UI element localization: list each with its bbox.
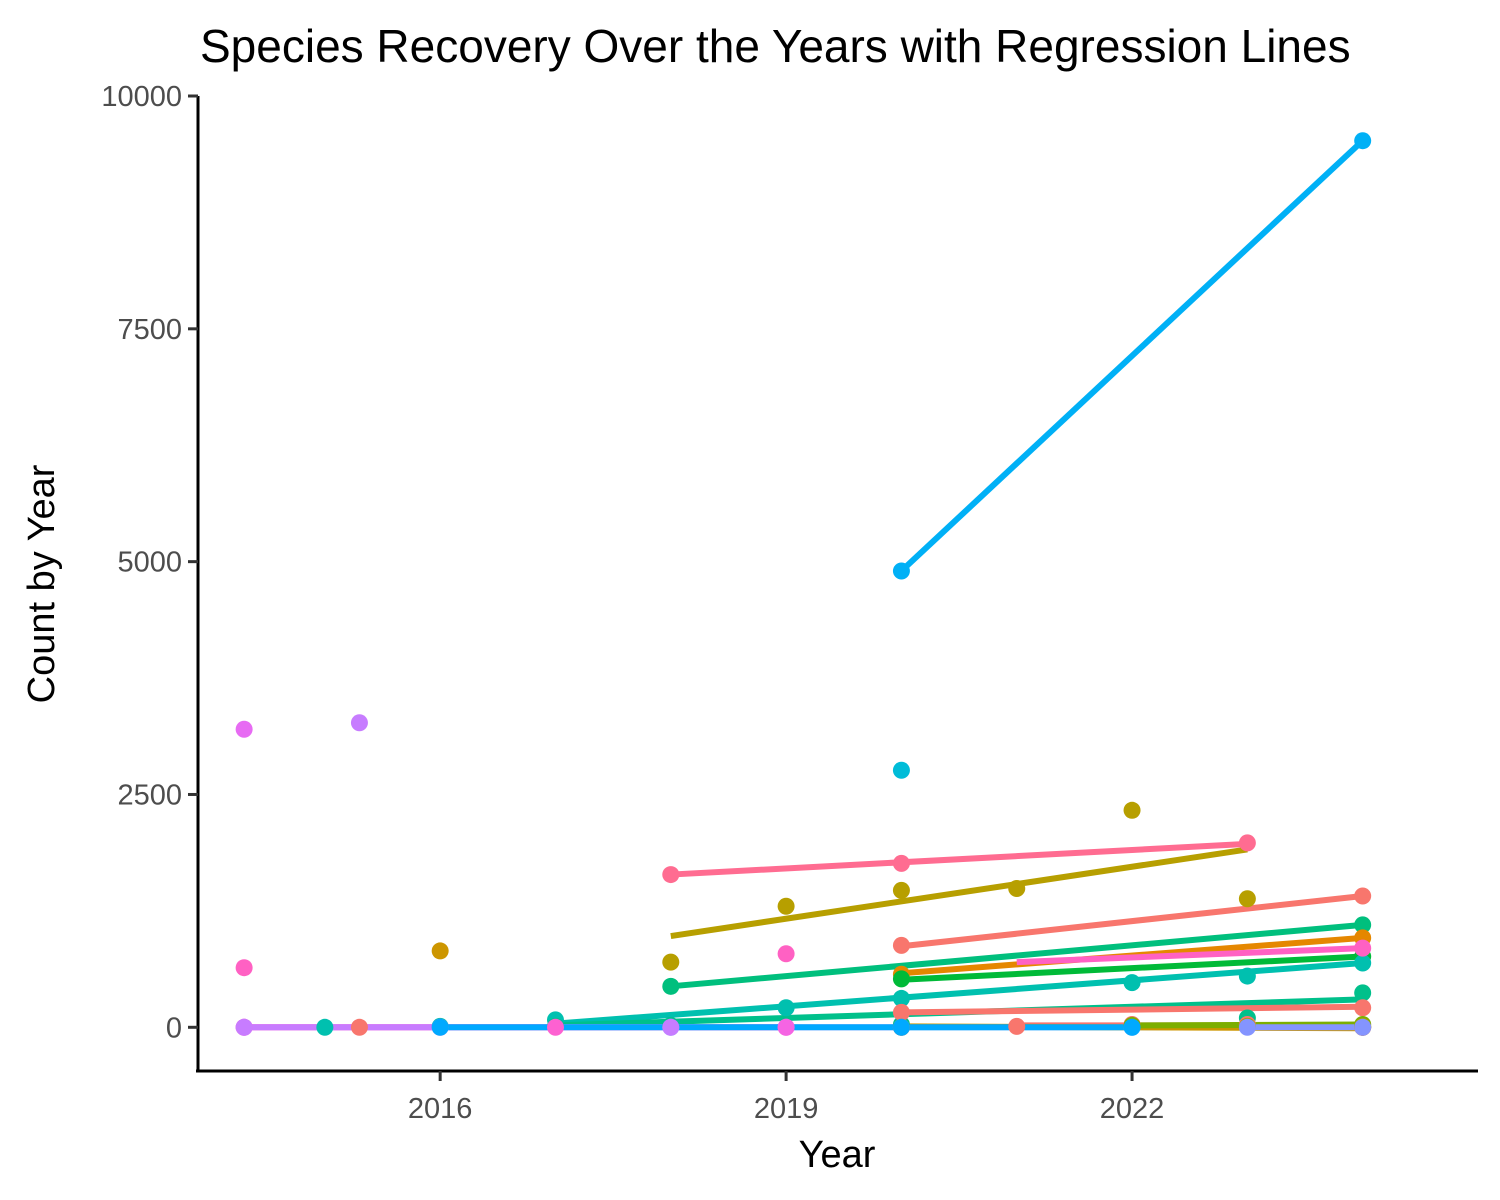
plot-area (235, 132, 1372, 1036)
regression-line (899, 138, 1365, 574)
data-point (777, 1018, 795, 1036)
data-point (892, 562, 910, 580)
x-tick-label: 2019 (754, 1093, 819, 1125)
data-point (1238, 834, 1256, 852)
regression-line (901, 893, 1364, 950)
data-point (431, 942, 449, 960)
regression-line (670, 840, 1248, 878)
chart-title: Species Recovery Over the Years with Reg… (200, 20, 1351, 72)
y-tick-label: 7500 (117, 314, 182, 346)
data-point (235, 959, 253, 977)
y-tick-label: 2500 (117, 779, 182, 811)
y-tick-label: 0 (166, 1012, 182, 1044)
data-point (1008, 1017, 1026, 1035)
data-point (1354, 954, 1372, 972)
data-point (892, 936, 910, 954)
data-point (316, 1018, 334, 1036)
regression-line (670, 846, 1248, 939)
data-point (1354, 984, 1372, 1002)
data-point (892, 989, 910, 1007)
data-point (662, 1018, 680, 1036)
regression-line (1016, 945, 1363, 966)
data-point (892, 1018, 910, 1036)
data-point (235, 720, 253, 738)
x-tick-label: 2022 (1100, 1093, 1165, 1125)
data-point (1354, 887, 1372, 905)
data-point (892, 1003, 910, 1021)
data-point (892, 881, 910, 899)
data-point (777, 945, 795, 963)
data-point (1123, 801, 1141, 819)
data-point (662, 866, 680, 884)
regression-line (670, 921, 1363, 990)
data-point (892, 761, 910, 779)
data-point (1123, 974, 1141, 992)
data-point (777, 897, 795, 915)
data-point (892, 854, 910, 872)
regression-line (555, 960, 1363, 1027)
x-tick-label: 2016 (408, 1093, 473, 1125)
regression-line (901, 1003, 1363, 1016)
data-point (1354, 939, 1372, 957)
x-axis-label: Year (799, 1134, 876, 1176)
data-point (350, 1018, 368, 1036)
data-point (1354, 132, 1372, 150)
data-point (662, 977, 680, 995)
data-point (235, 1018, 253, 1036)
data-point (546, 1018, 564, 1036)
x-axis-ticks: 2016 2019 2022 (408, 1071, 1164, 1125)
data-point (1238, 1018, 1256, 1036)
data-point (1354, 999, 1372, 1017)
y-tick-label: 5000 (117, 547, 182, 579)
y-tick-label: 10000 (101, 81, 182, 113)
data-point (431, 1018, 449, 1036)
data-point (892, 970, 910, 988)
data-point (662, 953, 680, 971)
data-point (1354, 916, 1372, 934)
data-point (777, 999, 795, 1017)
data-point (1238, 967, 1256, 985)
data-point (1238, 890, 1256, 908)
y-axis-ticks: 0 2500 5000 7500 10000 (101, 81, 198, 1044)
y-axis-label: Count by Year (21, 464, 63, 703)
data-point (1123, 1018, 1141, 1036)
data-point (1008, 880, 1026, 898)
data-point (350, 714, 368, 732)
regression-line (901, 953, 1363, 983)
data-point (1354, 1018, 1372, 1036)
